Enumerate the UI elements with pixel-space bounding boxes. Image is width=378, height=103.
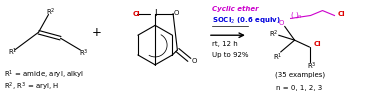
Text: R$^2$: R$^2$ <box>269 29 279 40</box>
Text: Up to 92%: Up to 92% <box>212 52 248 58</box>
Text: R$^1$: R$^1$ <box>8 46 17 58</box>
Text: R$^1$ = amide, aryl, alkyl: R$^1$ = amide, aryl, alkyl <box>4 68 84 81</box>
Text: R$^1$: R$^1$ <box>273 51 282 63</box>
Text: Cl: Cl <box>338 11 345 16</box>
Text: rt, 12 h: rt, 12 h <box>212 41 238 47</box>
Text: (35 examples): (35 examples) <box>274 71 325 78</box>
Text: +: + <box>91 26 101 39</box>
Text: I: I <box>154 9 156 18</box>
Text: R$^2$, R$^3$ = aryl, H: R$^2$, R$^3$ = aryl, H <box>4 80 59 93</box>
Text: O: O <box>279 20 284 26</box>
Text: n = 0, 1, 2, 3: n = 0, 1, 2, 3 <box>276 84 323 91</box>
Text: ($\,\,$)$_n$: ($\,\,$)$_n$ <box>290 9 303 19</box>
Text: Cl: Cl <box>132 11 140 16</box>
Text: R$^3$: R$^3$ <box>79 47 88 59</box>
Text: R$^3$: R$^3$ <box>307 61 316 72</box>
Text: O: O <box>192 58 197 64</box>
Text: Cyclic ether: Cyclic ether <box>212 6 259 12</box>
Text: SOCl$_2$ (0.6 equiv): SOCl$_2$ (0.6 equiv) <box>212 15 280 26</box>
Text: O: O <box>174 10 179 16</box>
Text: Cl: Cl <box>314 41 321 47</box>
Text: R$^2$: R$^2$ <box>46 7 55 18</box>
